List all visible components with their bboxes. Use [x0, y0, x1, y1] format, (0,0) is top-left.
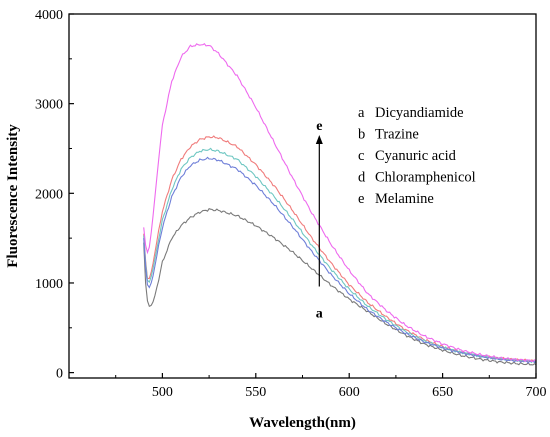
series-line-d	[143, 156, 537, 364]
series-line-b	[143, 135, 537, 363]
x-axis: 500 550 600 650 700	[115, 373, 547, 400]
series-line-c	[143, 147, 537, 364]
legend-key-a: a	[358, 105, 365, 121]
legend-label-a: Dicyandiamide	[375, 105, 464, 121]
arrow-label-top: e	[316, 119, 322, 134]
y-tick-label: 4000	[35, 8, 63, 23]
x-tick-label: 550	[245, 385, 266, 400]
x-axis-title: Wavelength(nm)	[249, 415, 356, 431]
x-tick-label: 700	[526, 385, 547, 400]
x-tick-label: 600	[339, 385, 360, 400]
y-tick-label: 3000	[35, 98, 63, 113]
legend-label-e: Melamine	[375, 191, 434, 207]
x-tick-label: 650	[432, 385, 453, 400]
legend: a Dicyandiamide b Trazine c Cyanuric acid d Chl…	[358, 105, 476, 207]
series-curves	[143, 42, 537, 366]
series-line-a	[143, 208, 537, 366]
legend-label-d: Chloramphenicol	[375, 170, 476, 186]
legend-key-b: b	[358, 127, 365, 143]
legend-key-e: e	[358, 191, 364, 207]
y-tick-label: 0	[56, 367, 63, 382]
legend-label-c: Cyanuric acid	[375, 148, 457, 164]
trend-arrow-head	[315, 135, 323, 145]
y-tick-label: 2000	[35, 187, 63, 202]
legend-label-b: Trazine	[375, 127, 419, 143]
y-tick-label: 1000	[35, 277, 63, 292]
y-axis-title: Fluorescence Intensity	[5, 124, 21, 268]
series-line-e	[143, 42, 537, 363]
legend-key-c: c	[358, 148, 364, 164]
arrow-label-bottom: a	[316, 307, 323, 322]
legend-key-d: d	[358, 170, 366, 186]
y-axis: 0 1000 2000 3000 4000	[35, 8, 74, 382]
x-tick-label: 500	[152, 385, 173, 400]
trend-annotation: e a	[315, 119, 323, 322]
